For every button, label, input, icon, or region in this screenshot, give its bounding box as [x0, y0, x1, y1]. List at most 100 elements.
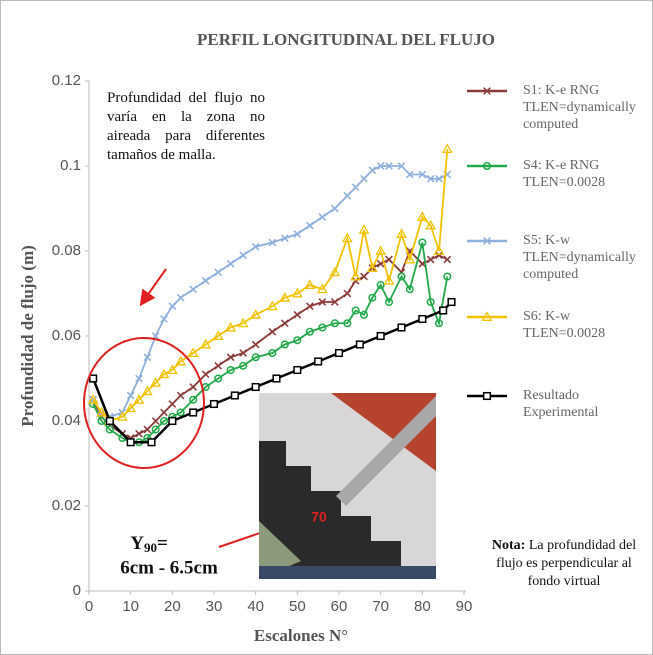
marker [351, 183, 360, 192]
marker [331, 204, 339, 213]
marker [281, 319, 289, 328]
marker [426, 255, 435, 264]
marker [226, 365, 235, 375]
marker [334, 348, 344, 358]
marker [135, 429, 143, 438]
marker [435, 174, 443, 183]
y-tick-label: 0.06 [52, 327, 81, 344]
marker [360, 174, 368, 183]
marker [226, 259, 235, 268]
y90-suffix: = [157, 533, 168, 554]
marker [418, 170, 427, 179]
marker [329, 266, 341, 277]
marker [143, 353, 152, 362]
x-tick-label: 20 [164, 598, 181, 615]
marker [212, 330, 224, 340]
marker [397, 162, 406, 170]
marker [483, 87, 491, 95]
marker [293, 336, 302, 345]
marker [176, 408, 185, 417]
marker [383, 275, 395, 285]
marker [306, 221, 314, 230]
marker [304, 279, 316, 289]
marker [251, 382, 260, 392]
marker [291, 287, 303, 298]
marker [482, 161, 492, 171]
chart-title: PERFIL LONGITUDINAL DEL FLUJO [197, 30, 495, 49]
y-tick-label: 0.12 [52, 72, 81, 89]
marker [316, 283, 328, 294]
x-tick-label: 60 [331, 598, 348, 615]
marker [376, 280, 385, 290]
marker [426, 174, 435, 183]
legend-label: S1: K-e RNG TLEN=dynamically computed [523, 83, 636, 132]
marker [251, 242, 260, 251]
y-tick-label: 0.08 [52, 242, 81, 259]
marker [385, 255, 393, 264]
marker [351, 306, 360, 315]
marker [176, 293, 185, 302]
marker [226, 353, 235, 362]
marker [384, 297, 394, 307]
note-label: Nota: [491, 538, 526, 553]
x-tick-label: 80 [414, 598, 431, 615]
marker [318, 213, 327, 221]
marker [350, 270, 362, 281]
marker [405, 285, 414, 294]
marker [376, 162, 385, 170]
marker [397, 272, 406, 281]
marker [230, 391, 239, 400]
marker [176, 391, 185, 400]
marker [435, 251, 443, 260]
marker [385, 162, 393, 170]
marker [166, 364, 178, 374]
marker [160, 315, 168, 323]
marker [214, 374, 223, 383]
marker [366, 262, 378, 272]
marker [396, 228, 407, 238]
marker [397, 323, 406, 332]
x-tick-label: 10 [122, 598, 139, 615]
marker [158, 368, 170, 379]
x-axis-title: Escalones N° [254, 626, 348, 645]
marker [443, 272, 452, 281]
marker [360, 272, 368, 281]
y-tick-label: 0.04 [52, 412, 81, 429]
marker [266, 300, 278, 311]
marker [418, 314, 427, 324]
marker [239, 251, 247, 260]
annotation: Profundidad del flujo no varía en la zon… [107, 90, 265, 163]
marker [425, 219, 437, 230]
marker [426, 297, 435, 307]
marker [150, 377, 162, 387]
marker [147, 438, 156, 447]
marker [416, 211, 428, 221]
marker [481, 311, 493, 321]
marker [359, 310, 369, 319]
marker [341, 232, 353, 243]
marker [443, 255, 452, 264]
legend-label: S4: K-e RNG TLEN=0.0028 [523, 158, 606, 190]
marker [358, 224, 370, 234]
x-tick-label: 0 [85, 598, 93, 615]
marker [125, 402, 137, 413]
y-tick-label: 0 [73, 582, 81, 599]
marker [293, 310, 302, 319]
marker [268, 327, 277, 336]
marker [237, 317, 249, 328]
marker [151, 417, 160, 425]
marker [368, 166, 377, 175]
marker [418, 238, 427, 247]
marker [406, 170, 414, 179]
marker [126, 391, 135, 400]
marker [187, 347, 199, 357]
photo [259, 393, 436, 579]
marker [368, 293, 377, 302]
photo-label: 70 [311, 509, 327, 525]
x-tick-label: 30 [206, 598, 223, 615]
marker [250, 309, 262, 319]
marker [433, 245, 445, 255]
marker [209, 399, 219, 409]
